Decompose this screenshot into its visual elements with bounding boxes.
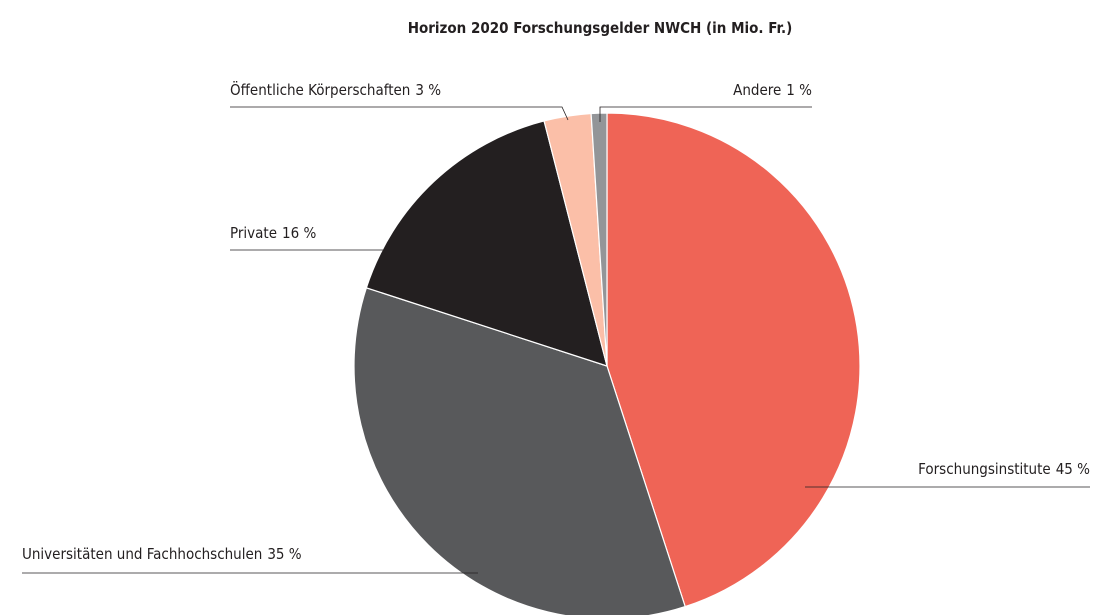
value-label: 45 % <box>1056 460 1090 478</box>
slice-label: Forschungsinstitute 45 % <box>918 460 1090 478</box>
category-label: Öffentliche Körperschaften <box>230 80 410 99</box>
slice-label: Öffentliche Körperschaften 3 % <box>230 80 441 99</box>
category-label: Private <box>230 224 277 242</box>
category-label: Universitäten und Fachhochschulen <box>22 545 262 563</box>
value-label: 3 % <box>415 81 441 99</box>
pie-slice <box>590 112 608 367</box>
slice-label: Universitäten und Fachhochschulen 35 % <box>22 545 302 563</box>
leader-line <box>230 106 569 121</box>
value-label: 1 % <box>786 81 812 99</box>
slice-label: Private 16 % <box>230 224 316 242</box>
pie-slice <box>606 112 861 608</box>
value-label: 16 % <box>282 224 316 242</box>
leader-line <box>599 106 812 122</box>
chart-title: Horizon 2020 Forschungsgelder NWCH (in M… <box>408 19 793 37</box>
slice-label: Andere 1 % <box>733 81 812 99</box>
category-label: Forschungsinstitute <box>918 460 1051 478</box>
pie-slice <box>353 287 686 615</box>
category-label: Andere <box>733 81 781 99</box>
value-label: 35 % <box>267 545 301 563</box>
pie-slice <box>365 120 608 367</box>
